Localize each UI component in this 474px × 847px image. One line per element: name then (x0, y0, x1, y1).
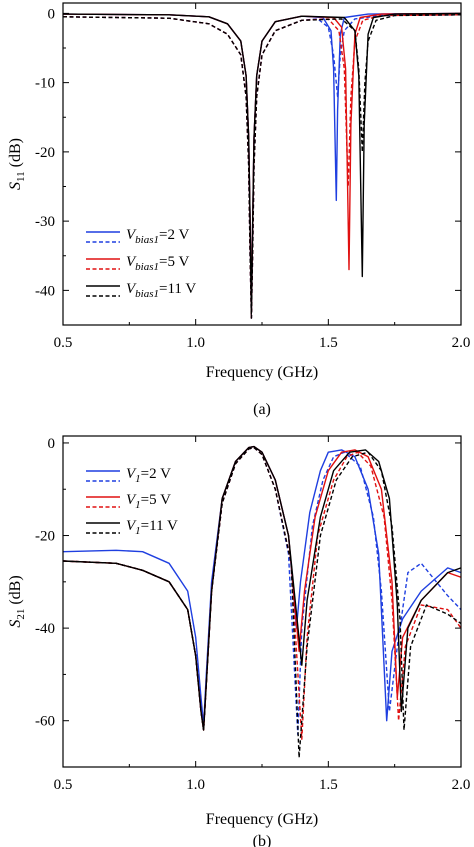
y-tick-label: -20 (35, 529, 55, 545)
plot-frame (62, 2, 462, 326)
series-line-4 (63, 445, 461, 731)
y-tick-label: -10 (35, 76, 55, 92)
y-tick-label: -60 (35, 714, 55, 730)
y-axis-title: S21 (dB) (7, 575, 27, 627)
x-tick-label: 1.0 (186, 777, 205, 793)
y-tick-label: -40 (35, 621, 55, 637)
series-group (63, 445, 461, 759)
series-group (63, 12, 461, 319)
panel-a-xlabel: Frequency (GHz) (206, 364, 318, 381)
panel-a-ylabel: S11 (dB) (7, 138, 27, 190)
y-tick-label: -30 (35, 214, 55, 230)
x-tick-label: 2.0 (452, 335, 471, 351)
panel-a: 0.5 1.0 1.5 2.0 0 -10 -20 -30 -40 Frequency (GHz… (7, 2, 471, 418)
panel-b-ylabel: S21 (dB) (7, 575, 27, 627)
series-line-4 (63, 12, 461, 312)
legend-label: Vbias1=2 V (126, 227, 189, 246)
y-tick-label: -20 (35, 145, 55, 161)
x-tick-label: 1.5 (319, 777, 338, 793)
panel-b-xlabel: Frequency (GHz) (206, 811, 318, 828)
series-line-5 (63, 14, 461, 319)
y-tick-label: 0 (48, 436, 56, 452)
panel-b-plot-area: 0.5 1.0 1.5 2.0 0 -20 -40 -60 (35, 435, 471, 793)
legend-label: Vbias1=5 V (126, 254, 189, 273)
y-tick-label: 0 (48, 6, 56, 22)
series-line-3 (63, 14, 461, 319)
panel-b-legend: V1=2 V V1=5 V V1=11 V (86, 466, 178, 537)
legend-label: V1=2 V (126, 466, 171, 485)
legend-label: V1=5 V (126, 492, 171, 511)
plot-frame (62, 435, 462, 768)
x-tick-label: 1.0 (186, 335, 205, 351)
series-line-5 (63, 446, 461, 759)
legend-label: Vbias1=11 V (126, 281, 196, 300)
panel-a-caption: (a) (253, 401, 271, 418)
x-tick-label: 1.5 (319, 335, 338, 351)
x-tick-label: 0.5 (54, 777, 73, 793)
panel-a-legend: Vbias1=2 V Vbias1=5 V Vbias1=11 V (86, 227, 196, 300)
series-line-1 (63, 14, 461, 319)
x-tick-label: 2.0 (452, 777, 471, 793)
x-tick-label: 0.5 (54, 335, 73, 351)
y-axis-title: S11 (dB) (7, 138, 27, 190)
legend-label: V1=11 V (126, 518, 178, 537)
series-line-2 (63, 445, 461, 731)
y-tick-label: -40 (35, 283, 55, 299)
panel-b: 0.5 1.0 1.5 2.0 0 -20 -40 -60 Frequency (GHz) (… (7, 435, 471, 847)
panel-b-caption: (b) (253, 833, 272, 847)
panel-a-plot-area: 0.5 1.0 1.5 2.0 0 -10 -20 -30 -40 (35, 2, 471, 351)
